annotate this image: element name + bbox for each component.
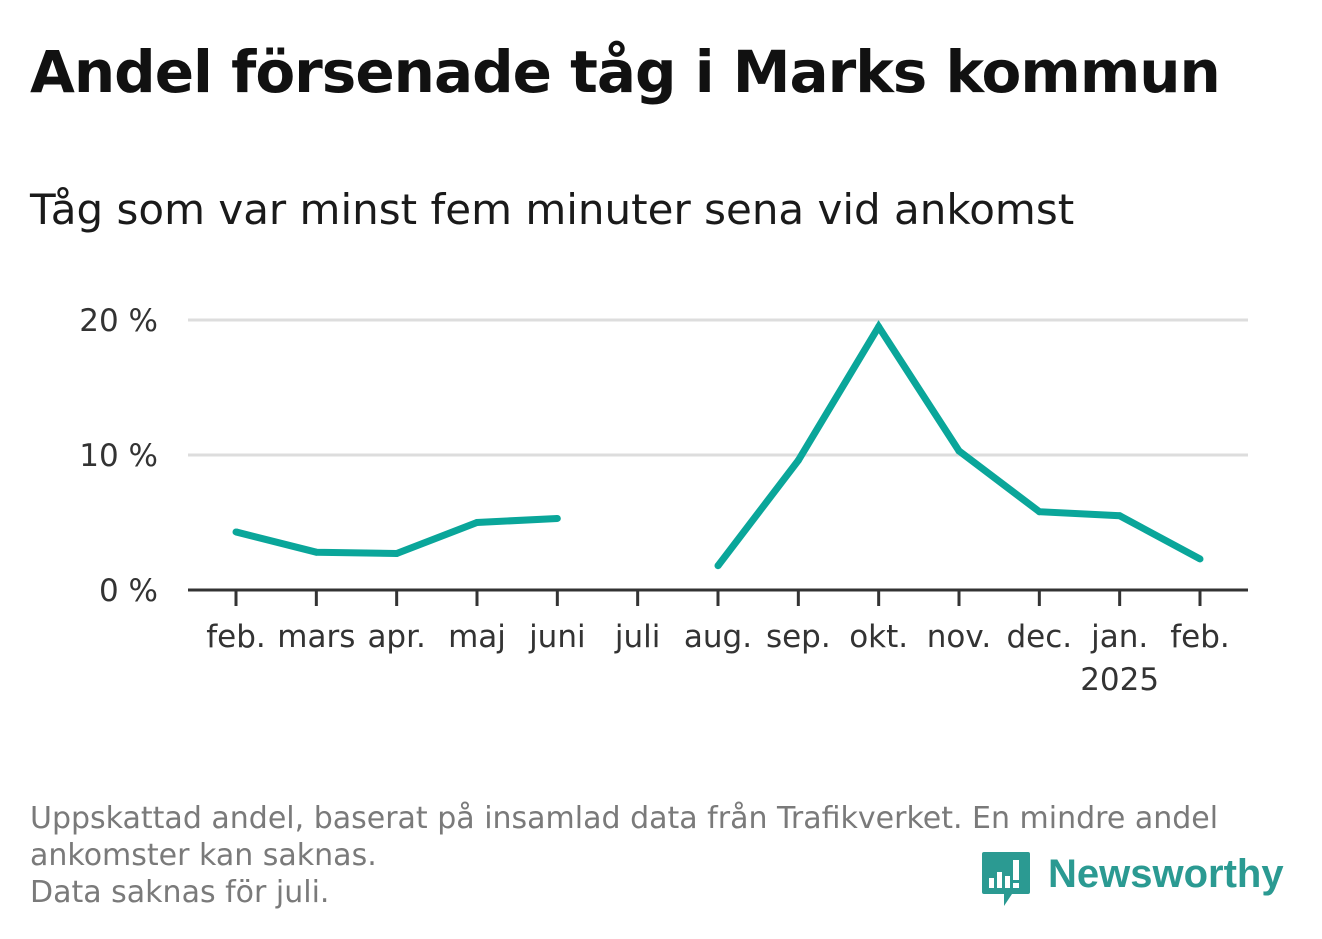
series-line [715, 320, 1202, 568]
data-point [794, 456, 802, 464]
series-line [235, 514, 558, 558]
y-tick-label: 10 % [79, 438, 158, 474]
footnote-line-3: Data saknas för juli. [30, 875, 330, 910]
x-tick-label: juni [528, 619, 586, 655]
y-tick-label: 0 % [99, 573, 158, 609]
x-tick-label: sep. [766, 619, 831, 655]
line-chart: 0 % 10 % 20 % feb. mars apr. maj juni juli aug. s… [79, 303, 1248, 698]
data-point [312, 548, 320, 556]
data-point [232, 528, 240, 536]
data-point [1196, 555, 1204, 563]
chart-subtitle: Tåg som var minst fem minuter sena vid a… [30, 185, 1075, 234]
data-point [1035, 508, 1043, 516]
footnote-line-1: Uppskattad andel, baserat på insamlad da… [30, 801, 1219, 836]
footnote: Uppskattad andel, baserat på insamlad da… [30, 800, 1280, 911]
logo-text: Newsworthy [1048, 852, 1284, 896]
x-tick-label: dec. [1007, 619, 1073, 655]
x-tick-sublabel: 2025 [1080, 662, 1159, 698]
data-series [232, 320, 1204, 570]
y-tick-label: 20 % [79, 303, 158, 339]
data-point [714, 562, 722, 570]
grid-lines [188, 318, 1248, 457]
data-point [553, 514, 561, 522]
x-tick-label: jan. [1090, 619, 1148, 655]
newsworthy-chart-bubble-icon [982, 852, 1030, 906]
chart-title: Andel försenade tåg i Marks kommun [30, 38, 1221, 106]
x-tick-label: mars [277, 619, 355, 655]
data-point [875, 323, 883, 331]
footnote-line-2: ankomster kan saknas. [30, 838, 377, 873]
data-point [473, 519, 481, 526]
data-point [393, 550, 401, 558]
x-tick-label: juli [614, 619, 661, 655]
x-tick-label: okt. [849, 619, 908, 655]
x-tick-label: maj [448, 619, 506, 655]
x-tick-label: apr. [367, 619, 425, 655]
data-point [955, 447, 963, 455]
x-axis: feb. mars apr. maj juni juli aug. sep. okt. nov. d… [188, 588, 1248, 698]
x-tick-label: feb. [1170, 619, 1230, 655]
newsworthy-logo: Newsworthy [980, 850, 1300, 910]
data-point [1116, 512, 1124, 520]
y-axis-ticks: 0 % 10 % 20 % [79, 303, 158, 609]
x-tick-label: feb. [206, 619, 266, 655]
x-tick-label: nov. [927, 619, 991, 655]
x-tick-label: aug. [684, 619, 752, 655]
